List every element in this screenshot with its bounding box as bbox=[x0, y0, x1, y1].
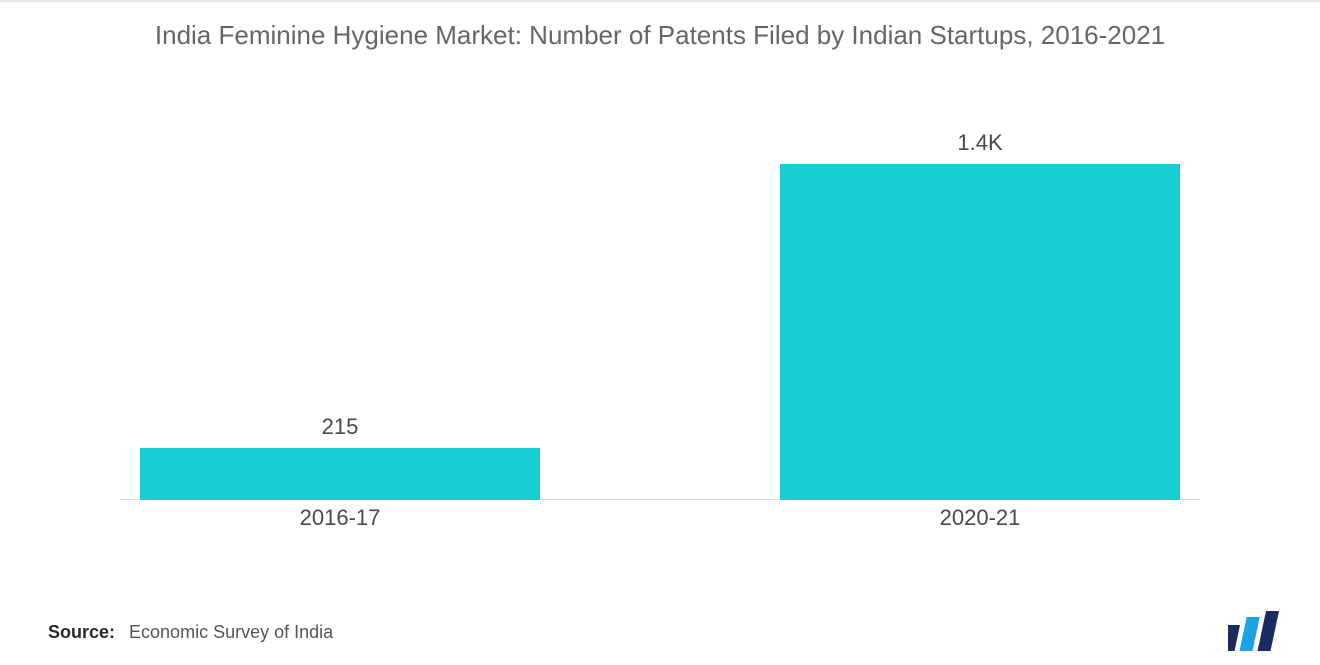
bar-2 bbox=[780, 164, 1180, 500]
brand-logo-icon bbox=[1228, 611, 1292, 651]
category-axis: 2016-17 2020-21 bbox=[120, 505, 1200, 545]
bar-value-label-2: 1.4K bbox=[957, 130, 1002, 156]
bar-group-2: 1.4K bbox=[780, 130, 1180, 500]
top-border bbox=[0, 0, 1320, 2]
chart-container: India Feminine Hygiene Market: Number of… bbox=[0, 0, 1320, 665]
bar-1 bbox=[140, 448, 540, 500]
source-label: Source: bbox=[48, 622, 115, 643]
source-row: Source: Economic Survey of India bbox=[48, 622, 333, 643]
bar-value-label-1: 215 bbox=[322, 414, 359, 440]
plot-area: 215 1.4K bbox=[120, 100, 1200, 500]
chart-title: India Feminine Hygiene Market: Number of… bbox=[0, 20, 1320, 51]
bar-group-1: 215 bbox=[140, 414, 540, 500]
source-text: Economic Survey of India bbox=[129, 622, 333, 643]
category-label-2: 2020-21 bbox=[780, 505, 1180, 531]
category-label-1: 2016-17 bbox=[140, 505, 540, 531]
